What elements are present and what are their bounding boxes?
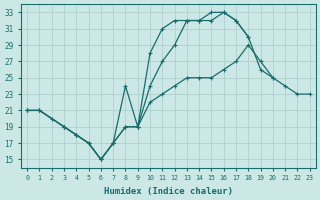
- X-axis label: Humidex (Indice chaleur): Humidex (Indice chaleur): [104, 187, 233, 196]
